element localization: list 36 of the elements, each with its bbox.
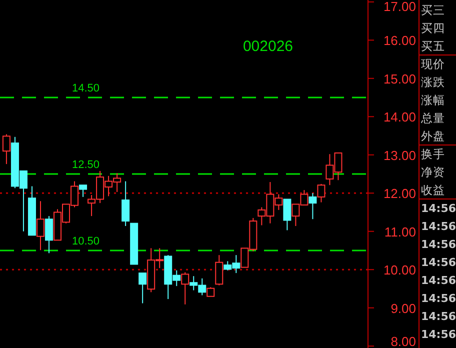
- y-tick-label: 15.00: [383, 71, 416, 86]
- text: 净资: [421, 165, 445, 179]
- y-tick-label: 12.00: [383, 186, 416, 202]
- y-tick-label: 9.00: [390, 300, 416, 316]
- candlestick: [122, 180, 130, 227]
- text: 买四: [421, 21, 445, 35]
- y-tick-label: 17.00: [383, 0, 416, 14]
- ref-line-label: 14.50: [72, 82, 100, 95]
- text: 14:56: [421, 202, 456, 215]
- y-tick-label: 16.00: [383, 33, 416, 48]
- y-tick-label: 8.00: [390, 334, 416, 348]
- text: 换手: [421, 147, 445, 161]
- text: 买五: [421, 39, 445, 53]
- text: 14:56: [421, 238, 456, 251]
- text: 14:56: [421, 274, 456, 287]
- text: 14:56: [421, 328, 456, 341]
- text: 总量: [420, 111, 445, 125]
- text: 14:56: [421, 292, 456, 305]
- ref-line-label: 12.50: [72, 159, 100, 171]
- text: 涨幅: [421, 93, 445, 107]
- y-tick-label: 14.00: [383, 110, 416, 125]
- candlestick: [308, 192, 317, 220]
- text: 14:56: [421, 310, 456, 323]
- y-tick-label: 13.00: [383, 148, 416, 163]
- text: 买三: [421, 3, 445, 17]
- y-tick-label: 11.00: [384, 224, 416, 240]
- candlestick: [36, 200, 44, 251]
- text: 外盘: [421, 129, 445, 143]
- text: 14:56: [421, 256, 456, 269]
- text: 002026: [242, 38, 294, 55]
- text: 14:56: [421, 220, 456, 233]
- text: 现价: [421, 57, 445, 71]
- text: 收益: [421, 183, 445, 197]
- y-tick-label: 10.00: [383, 262, 416, 278]
- ref-line-label: 10.50: [72, 235, 100, 248]
- text: 涨跌: [421, 75, 445, 89]
